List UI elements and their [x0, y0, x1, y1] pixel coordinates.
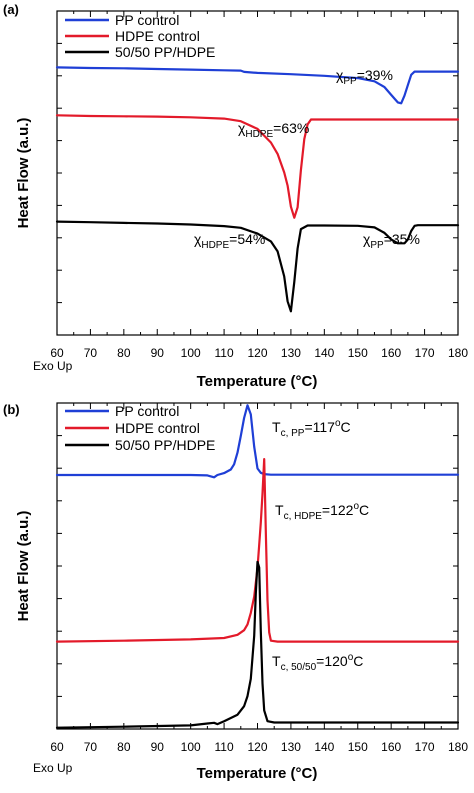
x-tick-label: 150	[348, 740, 368, 754]
exo-up-note: Exo Up	[33, 761, 73, 775]
x-tick-label: 180	[448, 740, 468, 754]
x-tick-label: 140	[314, 346, 334, 360]
y-axis-label: Heat Flow (a.u.)	[15, 118, 32, 229]
legend-label: HDPE control	[115, 420, 200, 436]
x-tick-label: 90	[151, 740, 165, 754]
series-line	[55, 560, 460, 729]
x-tick-label: 60	[50, 346, 64, 360]
x-tick-label: 100	[181, 346, 201, 360]
legend-label: HDPE control	[115, 28, 200, 44]
x-tick-label: 80	[117, 740, 131, 754]
y-axis-label: Heat Flow (a.u.)	[15, 511, 32, 622]
x-tick-label: 120	[247, 346, 267, 360]
legend-label: PP control	[115, 12, 179, 28]
panel-tag: (a)	[3, 2, 19, 17]
peak-annotation: χPP=39%	[336, 67, 393, 87]
panel-a: (a) 60 70 80 90 100 110 120 130 140 150 160 170 180 Te…	[3, 2, 468, 390]
peak-annotation: χHDPE=63%	[238, 120, 309, 140]
legend-label: 50/50 PP/HDPE	[115, 44, 215, 60]
x-tick-label: 80	[117, 346, 131, 360]
panel-b: (b) 60 70 80 90 100 110 120 130 140 150 160 170 180 Te…	[3, 402, 468, 782]
exo-up-note: Exo Up	[33, 359, 73, 373]
series-line	[55, 404, 460, 479]
peak-annotation: χHDPE=54%	[194, 231, 265, 251]
x-tick-label: 110	[215, 346, 234, 360]
peak-annotation: Tc, HDPE=122oC	[275, 501, 369, 522]
x-axis-label: Temperature (°C)	[197, 373, 318, 390]
series-line	[55, 66, 460, 105]
x-tick-label: 150	[348, 346, 368, 360]
x-tick-label: 70	[84, 740, 98, 754]
x-tick-label: 110	[215, 740, 234, 754]
x-tick-label: 120	[247, 740, 267, 754]
x-tick-label: 90	[151, 346, 165, 360]
legend-label: 50/50 PP/HDPE	[115, 437, 215, 453]
x-tick-label: 180	[448, 346, 468, 360]
x-axis-label: Temperature (°C)	[197, 765, 318, 782]
series-line	[55, 114, 460, 219]
x-tick-label: 160	[381, 346, 401, 360]
x-tick-label: 170	[415, 346, 435, 360]
x-tick-label: 140	[314, 740, 334, 754]
panel-tag: (b)	[3, 402, 20, 417]
x-tick-label: 100	[181, 740, 201, 754]
x-tick-label: 130	[281, 346, 301, 360]
peak-annotation: Tc, 50/50=120oC	[272, 652, 363, 673]
x-tick-label: 130	[281, 740, 301, 754]
peak-annotation: Tc, PP=117oC	[272, 418, 351, 439]
series-line	[55, 220, 460, 313]
x-tick-label: 160	[381, 740, 401, 754]
legend-label: PP control	[115, 403, 179, 419]
peak-annotation: χPP=35%	[363, 231, 420, 251]
x-tick-label: 60	[50, 740, 64, 754]
series-line	[55, 458, 460, 643]
x-tick-label: 70	[84, 346, 98, 360]
x-tick-label: 170	[415, 740, 435, 754]
